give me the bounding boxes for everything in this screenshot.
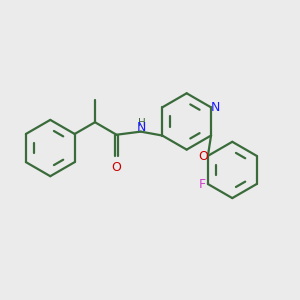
Text: O: O — [198, 150, 208, 163]
Text: O: O — [112, 161, 122, 174]
Text: H: H — [138, 118, 146, 128]
Text: N: N — [211, 101, 220, 114]
Text: F: F — [199, 178, 206, 190]
Text: N: N — [137, 121, 146, 134]
